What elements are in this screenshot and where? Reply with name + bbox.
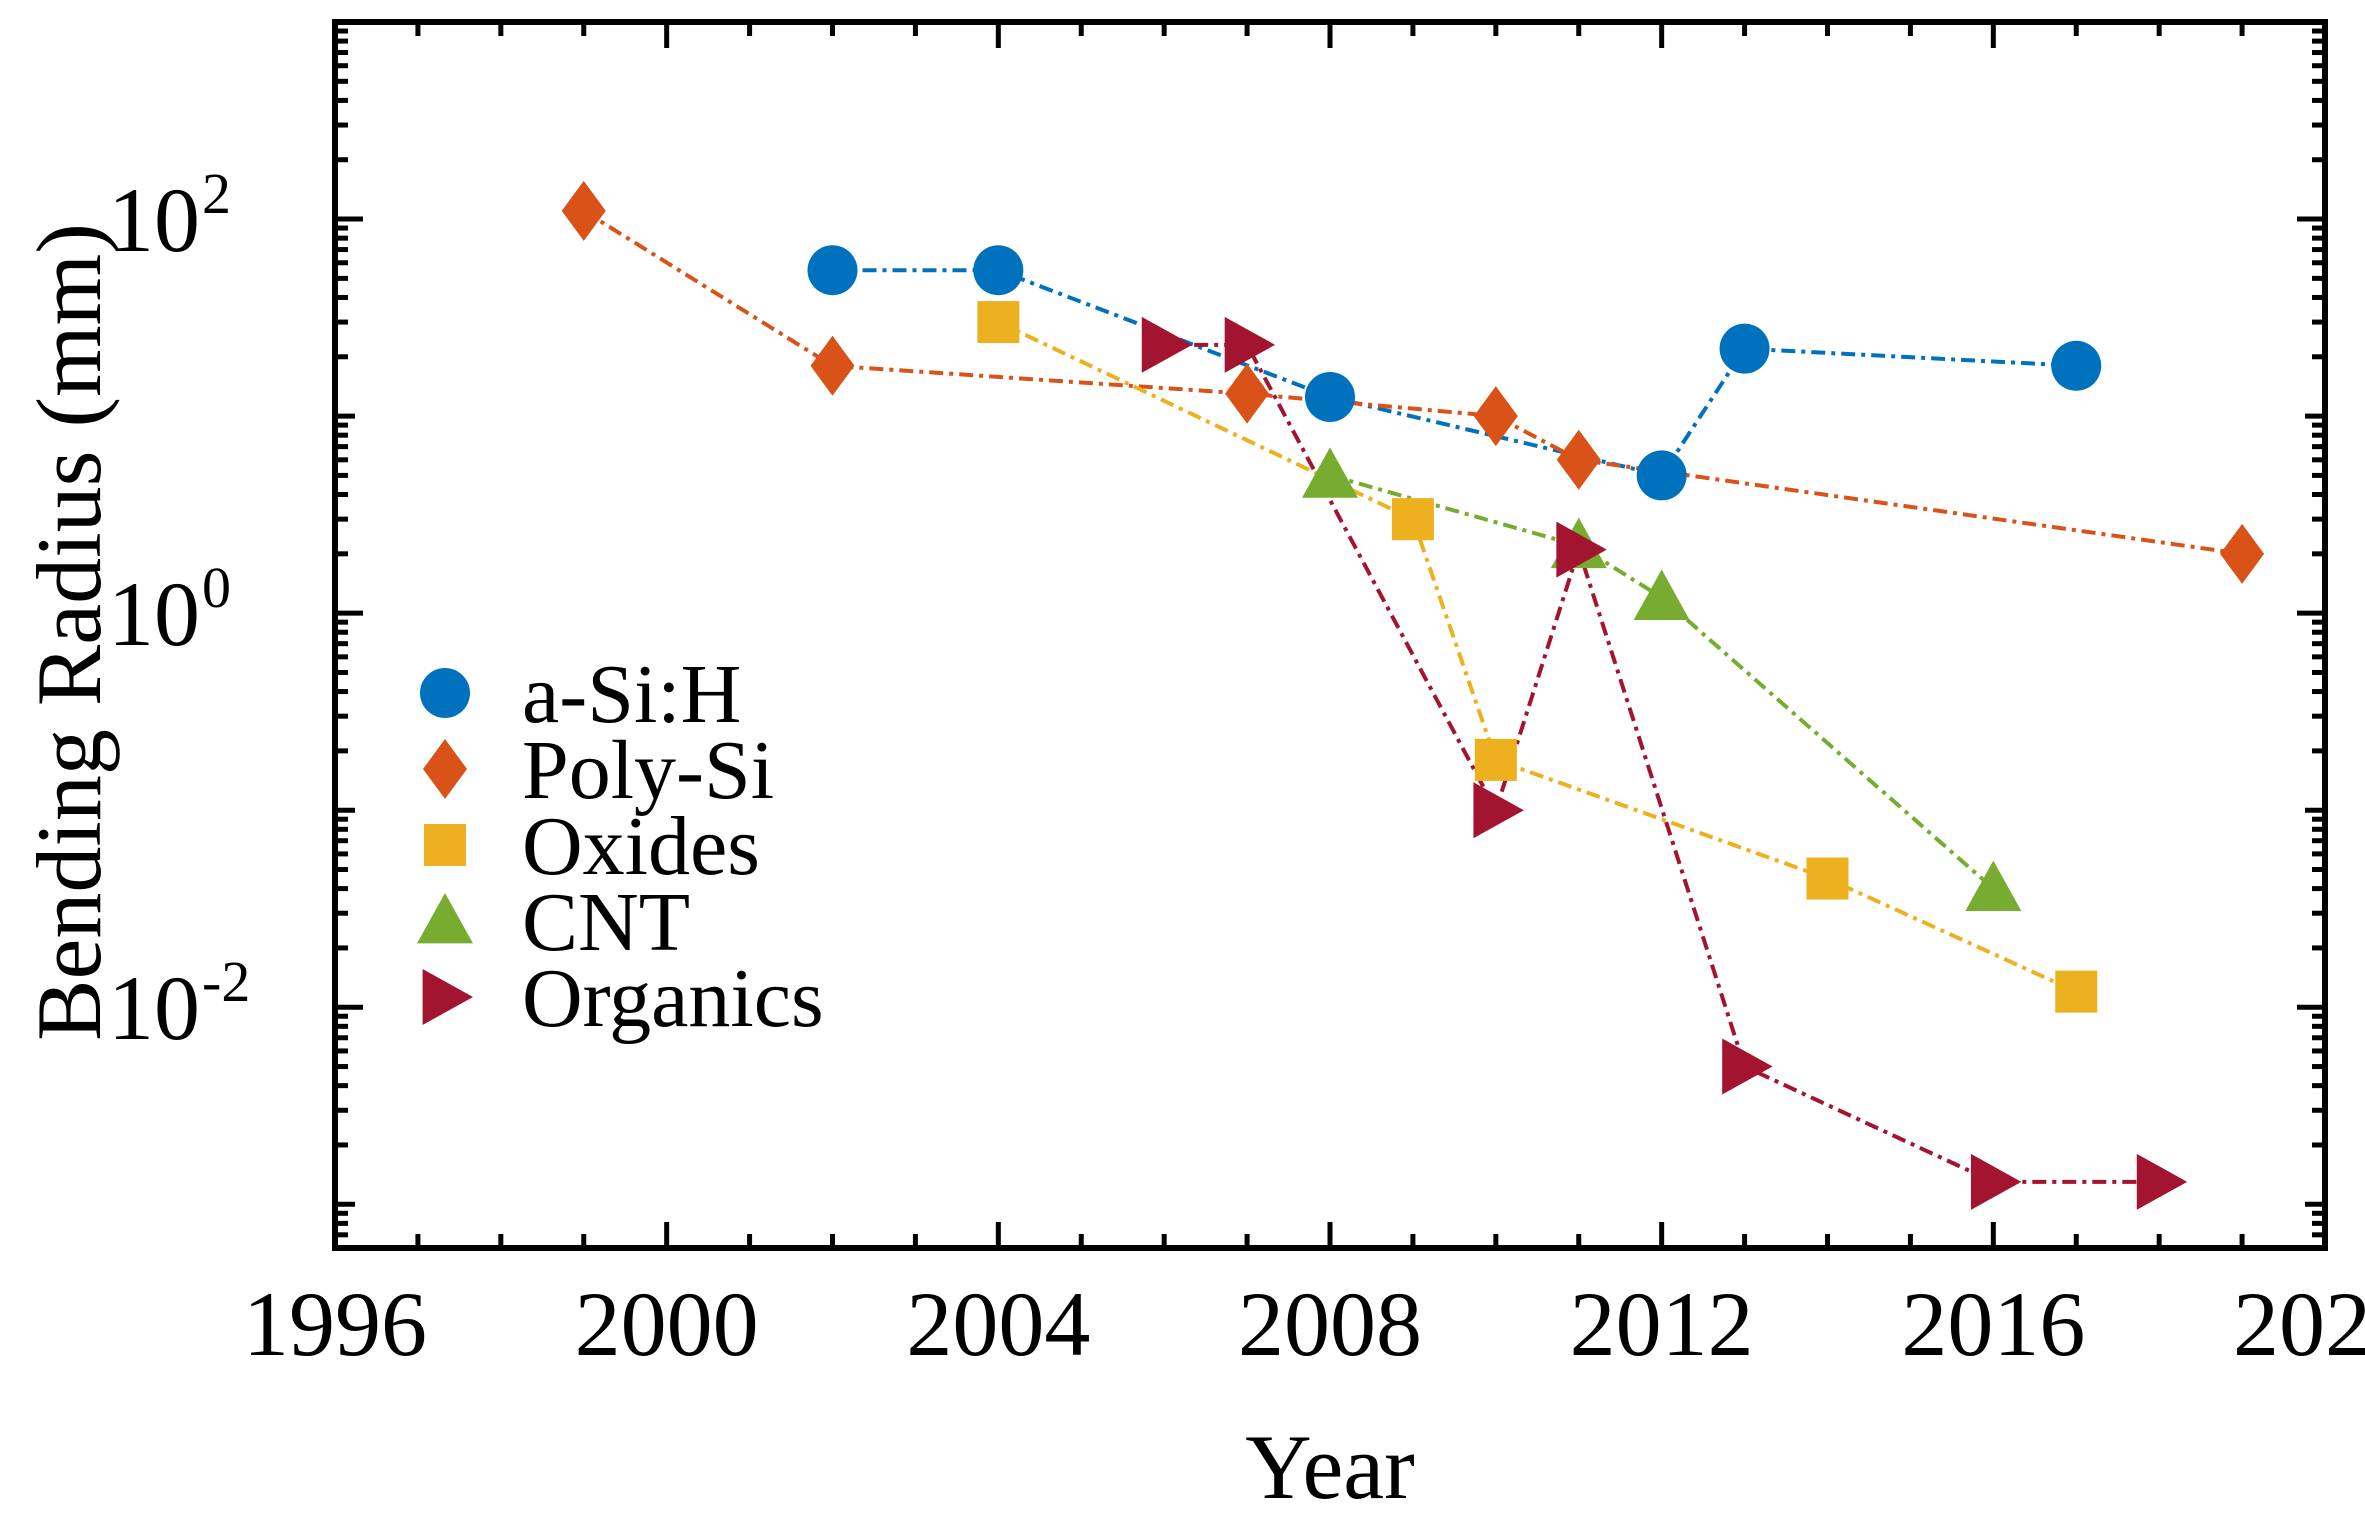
y-tick-exponent: 2 bbox=[202, 161, 231, 226]
y-tick-base: 10 bbox=[108, 957, 200, 1059]
x-tick-label: 2004 bbox=[906, 1273, 1090, 1375]
series-markers bbox=[561, 180, 2265, 1210]
legend-cnt-marker bbox=[417, 893, 473, 944]
y-tick-exponent: -2 bbox=[202, 949, 250, 1014]
a-si-h-line bbox=[832, 268, 2077, 478]
oxides-line bbox=[997, 320, 2078, 994]
legend-item-organics: Organics bbox=[422, 952, 824, 1045]
y-tick-base: 10 bbox=[108, 169, 200, 271]
major-ticks bbox=[332, 22, 2328, 1248]
cnt-line bbox=[1329, 473, 1995, 891]
legend-item-poly-si: Poly-Si bbox=[423, 724, 774, 817]
a-si-h-point bbox=[1305, 371, 1355, 422]
legend-item-oxides: Oxides bbox=[424, 800, 760, 893]
poly-si-line bbox=[582, 209, 2243, 556]
legend-item-cnt: CNT bbox=[417, 876, 690, 969]
x-axis-label: Year bbox=[1245, 1416, 1415, 1516]
x-tick-label: 2016 bbox=[1901, 1273, 2085, 1375]
x-tick-label: 2012 bbox=[1570, 1273, 1754, 1375]
oxides-point bbox=[977, 301, 1020, 344]
oxides-point bbox=[2055, 970, 2098, 1013]
poly-si-point bbox=[810, 335, 855, 396]
organics-markers bbox=[1141, 316, 2188, 1210]
organics-point bbox=[2136, 1153, 2188, 1210]
poly-si-point bbox=[561, 180, 606, 241]
x-tick-label: 2000 bbox=[575, 1273, 759, 1375]
legend-a-si-h-label: a-Si:H bbox=[522, 648, 741, 741]
legend-poly-si-label: Poly-Si bbox=[522, 724, 774, 817]
y-tick-label: 10 0 bbox=[108, 555, 231, 665]
poly-si-point bbox=[2220, 523, 2265, 584]
organics-point bbox=[1722, 1038, 1773, 1095]
organics-point bbox=[1473, 782, 1524, 839]
a-si-h-point bbox=[973, 245, 1024, 296]
x-tick-labels: 1996 2000 2004 2008 2012 2016 2020 bbox=[243, 1273, 2365, 1375]
cnt-point bbox=[1633, 569, 1690, 620]
a-si-h-markers bbox=[807, 245, 2102, 501]
organics-point bbox=[1224, 316, 1276, 373]
organics-point bbox=[1556, 521, 1607, 578]
oxides-markers bbox=[977, 301, 2098, 1013]
legend-oxides-marker bbox=[424, 824, 466, 866]
oxides-point bbox=[1806, 857, 1849, 900]
legend-organics-marker bbox=[422, 969, 473, 1025]
plot-frame bbox=[332, 19, 2328, 1251]
oxides-point bbox=[1391, 498, 1434, 541]
poly-si-point bbox=[1556, 429, 1601, 490]
legend-poly-si-marker bbox=[423, 739, 467, 799]
legend-oxides-label: Oxides bbox=[522, 800, 760, 893]
x-tick-label: 2020 bbox=[2233, 1273, 2365, 1375]
organics-point bbox=[1141, 316, 1193, 373]
a-si-h-point bbox=[1719, 323, 1770, 374]
legend-a-si-h-marker bbox=[420, 668, 470, 718]
y-tick-label: 10 2 bbox=[108, 161, 231, 271]
a-si-h-point bbox=[1636, 450, 1687, 501]
organics-point bbox=[1970, 1153, 2022, 1210]
cnt-point bbox=[1302, 447, 1358, 498]
y-tick-label: 10 -2 bbox=[108, 949, 250, 1059]
x-tick-label: 1996 bbox=[243, 1273, 427, 1375]
cnt-point bbox=[1965, 860, 2022, 912]
poly-si-point bbox=[1473, 386, 1518, 447]
legend-cnt-label: CNT bbox=[522, 876, 690, 969]
minor-ticks bbox=[335, 19, 2325, 1251]
a-si-h-point bbox=[807, 245, 858, 296]
oxides-point bbox=[1474, 738, 1517, 781]
poly-si-markers bbox=[561, 180, 2265, 584]
y-tick-base: 10 bbox=[108, 563, 200, 665]
a-si-h-point bbox=[2051, 340, 2102, 391]
y-tick-exponent: 0 bbox=[202, 555, 231, 620]
y-axis-label: Bending Radius (mm) bbox=[18, 223, 120, 1041]
x-tick-label: 2008 bbox=[1238, 1273, 1422, 1375]
poly-si-point bbox=[1225, 363, 1270, 424]
legend-item-a-si-h: a-Si:H bbox=[420, 648, 741, 741]
legend-organics-label: Organics bbox=[522, 952, 824, 1045]
